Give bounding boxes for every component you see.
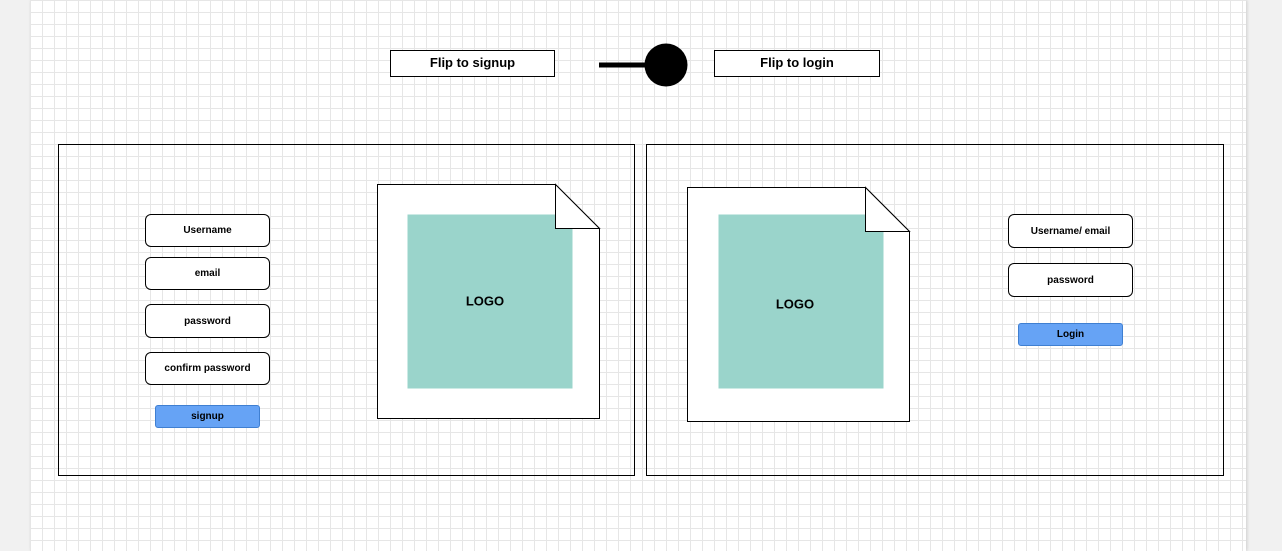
signup-logo-card: LOGO: [377, 183, 601, 419]
signup-username-field[interactable]: Username: [145, 214, 270, 247]
signup-button[interactable]: signup: [155, 405, 260, 428]
login-button[interactable]: Login: [1018, 323, 1123, 346]
signup-email-field[interactable]: email: [145, 257, 270, 290]
page-fold-icon: [865, 186, 911, 232]
login-logo-card: LOGO: [687, 186, 911, 422]
signup-password-field[interactable]: password: [145, 304, 270, 338]
signup-panel: [58, 144, 635, 476]
login-panel: [646, 144, 1224, 476]
page-fold-icon: [555, 183, 601, 229]
signup-logo-placeholder: [407, 214, 573, 389]
flip-to-signup-button[interactable]: Flip to signup: [390, 50, 555, 77]
flip-to-login-button[interactable]: Flip to login: [714, 50, 880, 77]
login-username-email-field[interactable]: Username/ email: [1008, 214, 1133, 248]
login-password-field[interactable]: password: [1008, 263, 1133, 297]
toggle-switch-icon[interactable]: [596, 40, 692, 90]
signup-logo-text: LOGO: [466, 293, 504, 308]
login-logo-text: LOGO: [776, 296, 814, 311]
signup-confirm-password-field[interactable]: confirm password: [145, 352, 270, 385]
login-logo-placeholder: [718, 214, 884, 389]
